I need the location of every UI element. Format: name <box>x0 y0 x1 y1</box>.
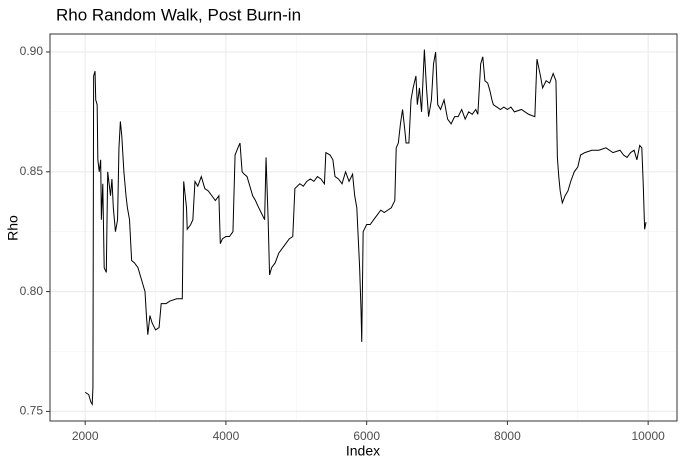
y-axis-title: Rho <box>5 215 21 241</box>
x-tick-label: 8000 <box>494 429 521 443</box>
x-axis-title: Index <box>346 443 380 459</box>
chart-title: Rho Random Walk, Post Burn-in <box>56 5 301 24</box>
x-tick-label: 6000 <box>353 429 380 443</box>
y-tick-label: 0.90 <box>20 44 44 58</box>
data-line <box>84 49 647 406</box>
x-tick-label: 4000 <box>213 429 240 443</box>
y-tick-label: 0.80 <box>20 284 44 298</box>
y-tick-label: 0.85 <box>20 164 44 178</box>
x-tick-label: 10000 <box>631 429 665 443</box>
x-tick-label: 2000 <box>72 429 99 443</box>
y-tick-label: 0.75 <box>20 404 44 418</box>
panel-border <box>49 33 678 422</box>
